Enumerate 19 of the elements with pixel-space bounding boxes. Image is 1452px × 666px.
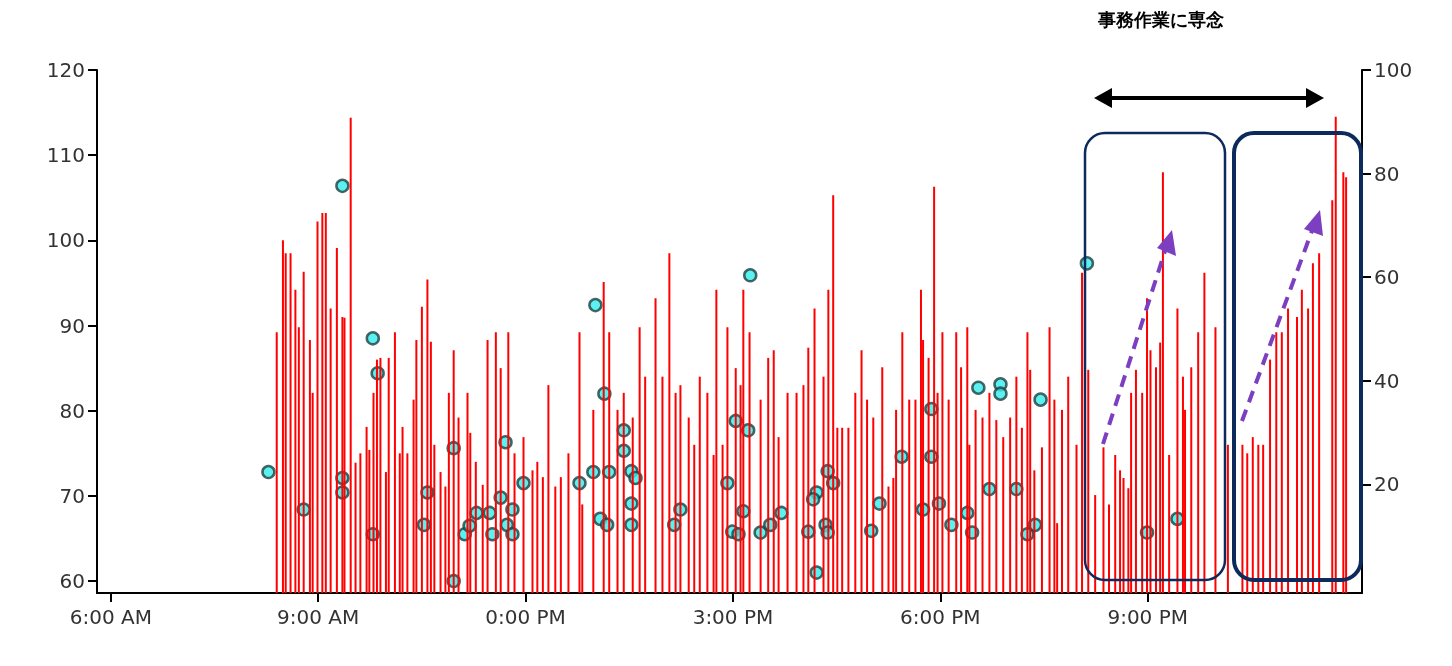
y2-tick-label: 40 <box>1374 368 1400 393</box>
y-tick-label: 90 <box>59 313 85 338</box>
y-tick-label: 120 <box>46 58 85 82</box>
x-tick-label: 3:00 PM <box>692 605 774 629</box>
y-tick-label: 80 <box>59 398 85 423</box>
x-tick-label: 6:00 PM <box>900 605 981 629</box>
x-tick-label: 0:00 PM <box>485 605 566 629</box>
y2-tick-label: 100 <box>1374 58 1413 82</box>
y-tick-label: 60 <box>59 569 85 594</box>
y-tick-label: 110 <box>46 143 85 168</box>
x-tick-label: 6:00 AM <box>69 605 152 629</box>
text: 事務作業に専念 <box>1097 8 1224 30</box>
y-tick-label: 70 <box>59 483 85 508</box>
y-tick-label: 100 <box>46 228 85 253</box>
y2-tick-label: 80 <box>1374 161 1400 186</box>
x-tick-label: 9:00 AM <box>277 605 360 629</box>
x-tick-label: 9:00 PM <box>1107 605 1189 629</box>
y2-tick-label: 60 <box>1374 265 1400 290</box>
y2-tick-label: 20 <box>1374 472 1400 497</box>
